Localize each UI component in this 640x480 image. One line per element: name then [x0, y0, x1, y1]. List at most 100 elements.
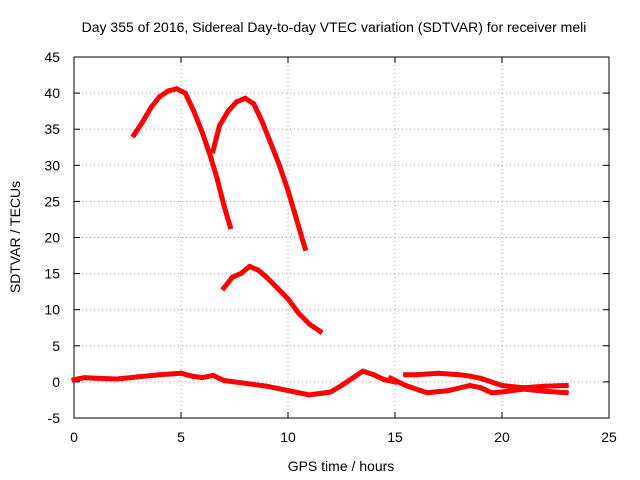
- y-tick-label: 10: [44, 302, 60, 318]
- data-point-arc-2: [217, 123, 222, 129]
- data-point-arc-6: [542, 388, 548, 394]
- data-point-arc-4: [306, 392, 312, 398]
- data-point-arc-2: [302, 245, 308, 251]
- data-point-arc-4: [349, 375, 355, 381]
- data-point-arc-4: [178, 370, 184, 376]
- x-tick-label: 20: [494, 429, 510, 445]
- data-point-arc-4: [371, 372, 377, 378]
- data-point-arc-2: [298, 231, 304, 237]
- data-point-arc-1: [157, 94, 163, 100]
- data-point-arc-4: [381, 377, 387, 383]
- data-point-arc-4: [189, 373, 195, 379]
- data-point-arc-2: [242, 95, 248, 101]
- x-tick-label: 10: [280, 429, 296, 445]
- data-point-arc-4: [92, 375, 98, 381]
- data-point-arc-5: [403, 372, 409, 378]
- data-point-arc-6: [388, 375, 394, 381]
- y-tick-label: 45: [44, 49, 60, 65]
- grid-lines: [74, 57, 609, 418]
- data-point-arc-2: [234, 99, 240, 105]
- data-point-arc-5: [413, 372, 419, 378]
- data-point-arc-4: [114, 376, 120, 382]
- data-point-arc-1: [148, 105, 154, 110]
- data-point-arc-4: [264, 383, 270, 389]
- data-point-arc-2: [210, 148, 216, 154]
- data-point-arc-2: [268, 141, 274, 147]
- data-point-arc-2: [291, 209, 297, 215]
- data-point-arc-4: [285, 388, 291, 394]
- y-tick-label: -5: [48, 410, 61, 426]
- data-point-arc-3: [247, 263, 252, 269]
- data-point-arc-3: [255, 267, 261, 273]
- data-point-arc-5: [478, 375, 484, 381]
- data-point-arc-3: [274, 285, 280, 291]
- data-point-arc-1: [131, 132, 137, 138]
- data-point-arc-1: [140, 119, 145, 125]
- data-point-arc-1: [165, 88, 171, 94]
- data-point-arc-3: [285, 296, 291, 302]
- data-point-arc-4: [199, 375, 205, 381]
- data-point-arc-1: [199, 130, 205, 136]
- y-tick-label: 20: [44, 230, 60, 246]
- series-line-arc-2: [210, 95, 309, 252]
- series-line-arc-4: [71, 368, 398, 398]
- data-point-arc-3: [221, 285, 227, 291]
- data-point-arc-1: [227, 224, 233, 230]
- data-point-arc-4: [82, 375, 88, 381]
- data-point-arc-5: [435, 370, 441, 376]
- data-point-arc-4: [242, 380, 248, 386]
- y-tick-label: 25: [44, 193, 60, 209]
- y-tick-label: 40: [44, 85, 60, 101]
- data-point-arc-1: [221, 202, 227, 208]
- data-point-arc-1: [191, 108, 197, 114]
- x-tick-label: 0: [70, 429, 78, 445]
- data-point-arc-1: [214, 177, 220, 183]
- x-axis-label: GPS time / hours: [288, 458, 395, 474]
- x-tick-label: 15: [387, 429, 403, 445]
- data-point-arc-6: [520, 386, 526, 392]
- y-tick-label: 30: [44, 157, 60, 173]
- data-point-arc-1: [208, 155, 214, 161]
- data-point-arc-2: [259, 119, 265, 125]
- series-line-arc-5: [403, 370, 569, 391]
- data-point-arc-3: [317, 328, 323, 334]
- data-point-arc-2: [225, 108, 231, 114]
- axis-ticks: 0 5 10 15 20 25 -5 0 5 10 15 20 25 30 35 40 45: [44, 49, 617, 445]
- series-layer: [71, 86, 569, 398]
- data-point-arc-4: [360, 368, 366, 374]
- data-point-arc-5: [456, 372, 462, 378]
- data-point-arc-4: [157, 372, 163, 378]
- x-tick-label: 5: [177, 429, 185, 445]
- x-tick-label: 25: [601, 429, 617, 445]
- data-point-arc-5: [467, 373, 473, 379]
- series-line-arc-3: [220, 263, 324, 335]
- data-point-arc-1: [174, 86, 180, 92]
- data-point-arc-4: [210, 372, 216, 378]
- y-tick-label: 15: [44, 266, 60, 282]
- data-point-arc-6: [446, 388, 451, 394]
- data-point-arc-5: [542, 383, 548, 389]
- data-point-arc-6: [488, 390, 494, 396]
- data-point-arc-6: [424, 390, 430, 396]
- data-point-arc-3: [264, 274, 270, 280]
- data-point-arc-6: [478, 385, 484, 391]
- data-point-arc-3: [296, 310, 302, 316]
- data-point-arc-5: [499, 383, 505, 388]
- data-point-arc-4: [71, 377, 77, 383]
- data-point-arc-4: [135, 374, 141, 380]
- y-tick-label: 35: [44, 121, 60, 137]
- data-point-arc-4: [221, 378, 227, 383]
- y-tick-label: 0: [52, 374, 60, 390]
- chart-title: Day 355 of 2016, Sidereal Day-to-day VTE…: [82, 19, 587, 35]
- y-tick-label: 5: [52, 338, 60, 354]
- data-point-arc-6: [563, 390, 569, 396]
- data-point-arc-6: [403, 383, 409, 388]
- data-point-arc-6: [467, 383, 473, 388]
- data-point-arc-1: [182, 90, 188, 96]
- data-point-arc-3: [238, 271, 244, 277]
- data-point-arc-4: [339, 383, 344, 388]
- data-point-arc-2: [285, 188, 291, 194]
- data-point-arc-2: [251, 101, 257, 107]
- series-line-arc-1: [130, 86, 234, 230]
